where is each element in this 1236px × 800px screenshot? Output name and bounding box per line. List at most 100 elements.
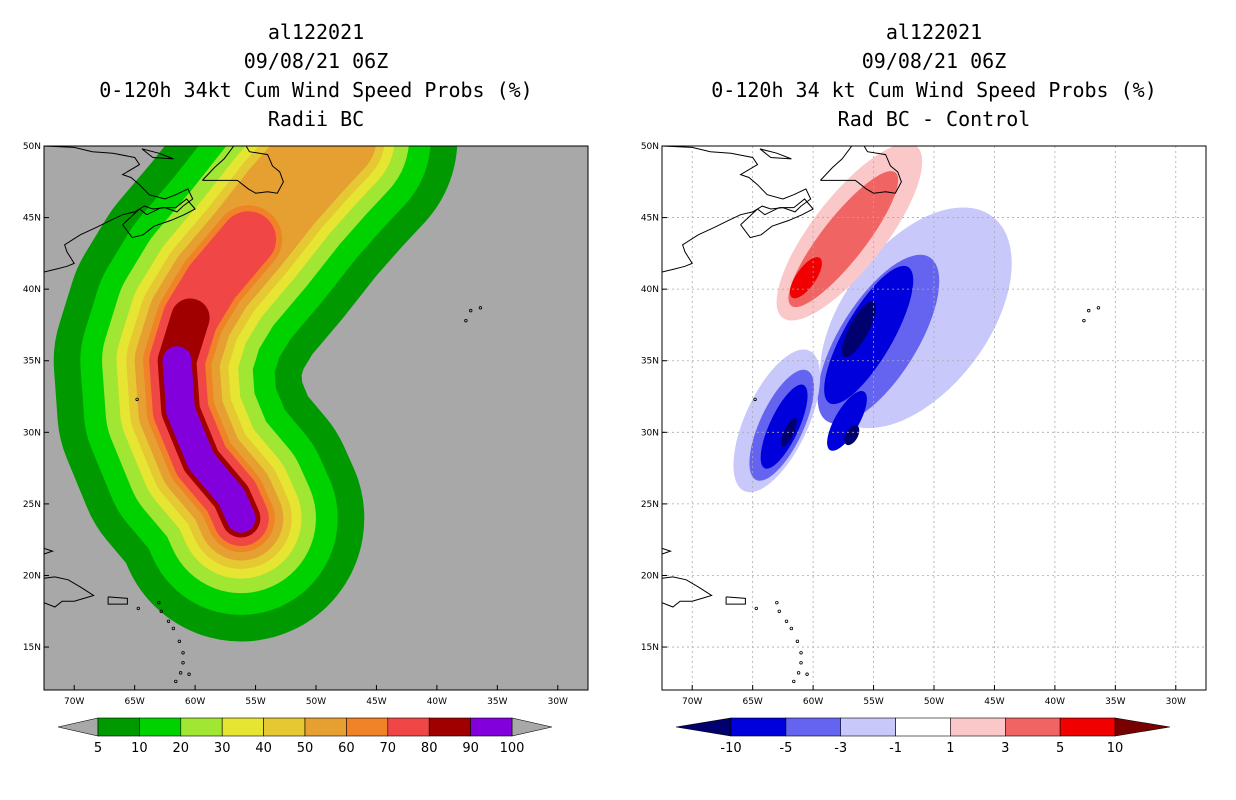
coastline-1 (740, 198, 814, 239)
coastline-1 (122, 198, 196, 239)
right-chart-main-title: 0-120h 34 kt Cum Wind Speed Probs (%) (711, 78, 1157, 102)
left-chart-main-title: 0-120h 34kt Cum Wind Speed Probs (%) (99, 78, 533, 102)
y-tick-label-2: 25N (23, 500, 41, 510)
x-tick-label-1: 65W (742, 697, 762, 707)
colorbar-box-1 (139, 717, 182, 737)
island-12 (1096, 306, 1101, 310)
colorbar-under-arrow (675, 717, 732, 737)
colorbar-box-3 (221, 717, 264, 737)
colorbar-label-0: 5 (94, 741, 102, 756)
y-tick-label-6: 45N (23, 214, 41, 224)
right-colorbar: -10 -5 -3 -1 1 3 5 10 (675, 717, 1171, 756)
island-1 (157, 600, 161, 605)
island-3 (166, 619, 171, 623)
colorbar-label-6: 5 (1056, 741, 1064, 756)
island-9 (174, 679, 178, 684)
island-12 (478, 306, 483, 310)
colorbar-label-7: 10 (1107, 741, 1124, 756)
colorbar-under-arrow (57, 717, 99, 737)
right-chart-title: al122021 09/08/21 06Z 0-120h 34 kt Cum W… (662, 18, 1206, 134)
island-9 (792, 679, 796, 684)
x-tick-label-2: 60W (185, 697, 205, 707)
colorbar-label-2: -3 (834, 741, 847, 756)
coastline-0 (662, 146, 812, 273)
colorbar-box-6 (1059, 717, 1116, 737)
colorbar-box-3 (895, 717, 951, 737)
y-tick-label-0: 15N (641, 643, 659, 653)
y-tick-label-0: 15N (23, 643, 41, 653)
left-storm-id: al122021 (267, 20, 365, 44)
coastline-3 (141, 148, 174, 160)
island-10 (805, 672, 809, 676)
coastline-2 (820, 146, 902, 194)
x-tick-label-3: 55W (863, 697, 883, 707)
diff-contour-8 (760, 384, 808, 469)
colorbar-box-0 (97, 717, 140, 737)
colorbar-box-9 (470, 717, 513, 737)
island-2 (777, 609, 781, 613)
coastline-4 (662, 576, 713, 608)
left-colorbar: 5 10 20 30 40 50 60 70 80 90 100 (57, 717, 553, 756)
island-5 (177, 639, 182, 644)
x-tick-label-8: 30W (548, 697, 568, 707)
colorbar-over-arrow (1114, 717, 1171, 737)
colorbar-label-9: 90 (462, 741, 479, 756)
island-4 (789, 626, 794, 631)
diff-contour-2 (824, 265, 914, 405)
land-layer (662, 146, 1101, 684)
colorbar-box-5 (304, 717, 347, 737)
colorbar-box-5 (1004, 717, 1061, 737)
colorbar-label-10: 100 (500, 741, 525, 756)
y-tick-label-1: 20N (23, 571, 41, 581)
island-0 (136, 606, 140, 611)
colorbar-label-4: 40 (255, 741, 272, 756)
island-13 (1087, 308, 1091, 313)
left-datetime: 09/08/21 06Z (243, 49, 389, 73)
y-tick-label-3: 30N (641, 428, 659, 438)
x-tick-label-6: 40W (1045, 697, 1065, 707)
colorbar-box-2 (840, 717, 896, 737)
colorbar-label-5: 3 (1001, 741, 1009, 756)
x-tick-label-5: 45W (366, 697, 386, 707)
x-tick-label-4: 50W (306, 697, 326, 707)
colorbar-box-0 (730, 717, 787, 737)
island-7 (799, 661, 803, 665)
coastline-2 (202, 146, 284, 194)
right-datetime: 09/08/21 06Z (861, 49, 1007, 73)
colorbar-box-8 (428, 717, 471, 737)
colorbar-box-6 (346, 717, 389, 737)
coastline-6 (44, 547, 55, 555)
colorbar-label-3: -1 (889, 741, 902, 756)
probability-swath (53, 146, 457, 642)
left-chart-title: al122021 09/08/21 06Z 0-120h 34kt Cum Wi… (44, 18, 588, 134)
island-4 (171, 626, 176, 631)
y-tick-label-2: 25N (641, 500, 659, 510)
x-tick-label-7: 35W (487, 697, 507, 707)
colorbar-label-5: 50 (297, 741, 314, 756)
grid-lines (662, 146, 1206, 690)
diff-contour-4 (827, 391, 867, 451)
right-chart-subtitle: Rad BC - Control (837, 107, 1031, 131)
colorbar-box-7 (387, 717, 430, 737)
island-11 (135, 397, 139, 402)
colorbar-over-arrow (511, 717, 553, 737)
y-tick-label-1: 20N (641, 571, 659, 581)
x-tick-label-7: 35W (1105, 697, 1125, 707)
colorbar-label-1: 10 (131, 741, 148, 756)
colorbar-label-7: 70 (380, 741, 397, 756)
island-8 (796, 671, 801, 675)
x-tick-label-2: 60W (803, 697, 823, 707)
island-13 (469, 308, 473, 313)
colorbar-label-4: 1 (946, 741, 954, 756)
coastline-4 (44, 576, 95, 608)
colorbar-label-0: -10 (720, 741, 741, 756)
coastline-6 (662, 547, 673, 555)
island-14 (1082, 318, 1086, 323)
coastline-5 (107, 596, 128, 605)
y-tick-label-7: 50N (23, 142, 41, 152)
x-tick-label-0: 70W (682, 697, 702, 707)
colorbar-box-1 (785, 717, 842, 737)
island-7 (181, 661, 185, 665)
x-tick-label-6: 40W (427, 697, 447, 707)
